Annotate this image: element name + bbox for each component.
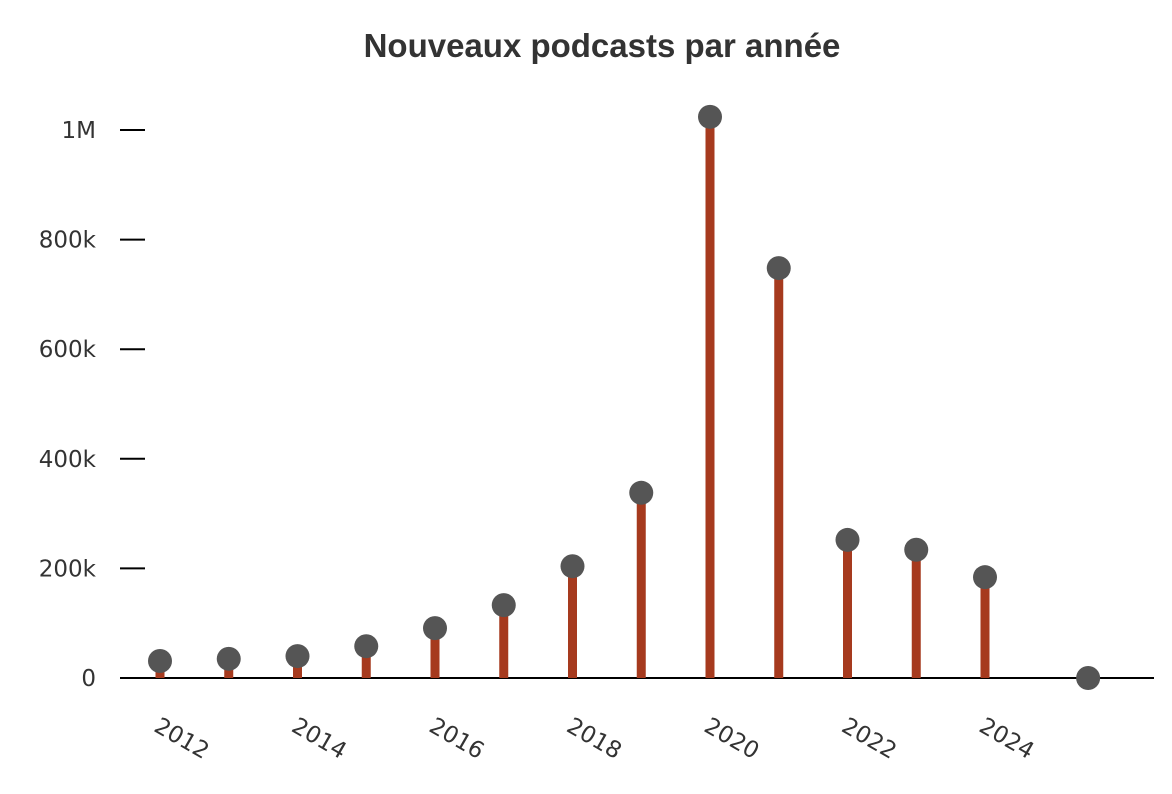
x-tick-label: 2024: [975, 713, 1039, 765]
x-axis: 2012 2014 2016 2018 2020 2022 2024: [150, 713, 1039, 765]
x-tick-label: 2022: [837, 713, 901, 765]
data-point-marker: [354, 634, 379, 659]
data-point-marker: [285, 644, 310, 669]
data-point-marker: [1076, 666, 1101, 690]
x-tick-label: 2016: [425, 713, 489, 765]
y-tick-label: 800k: [39, 228, 97, 254]
y-tick-label: 200k: [39, 556, 97, 582]
chart-title: Nouveaux podcasts par année: [364, 27, 841, 64]
data-point-marker: [835, 527, 860, 552]
data-point-marker: [973, 565, 997, 590]
data-point-marker: [766, 256, 791, 281]
y-tick-label: 1M: [62, 118, 96, 144]
x-tick-label: 2014: [287, 713, 351, 765]
y-axis: 0 200k 400k 600k 800k 1M: [39, 118, 145, 692]
data-point-marker: [698, 104, 722, 129]
lollipop-markers: [148, 104, 1101, 690]
data-point-marker: [491, 593, 516, 618]
x-tick-label: 2012: [150, 713, 214, 765]
y-tick-label: 400k: [39, 447, 97, 473]
data-point-marker: [423, 616, 447, 641]
lollipop-stems: [155, 116, 990, 678]
data-point-marker: [148, 649, 172, 674]
data-point-marker: [904, 537, 929, 562]
y-tick-label: 0: [81, 666, 96, 692]
x-tick-label: 2020: [700, 713, 764, 765]
data-point-marker: [216, 646, 241, 671]
data-point-marker: [629, 480, 654, 505]
x-tick-label: 2018: [562, 713, 626, 765]
data-point-marker: [560, 554, 585, 579]
y-tick-label: 600k: [39, 337, 97, 363]
